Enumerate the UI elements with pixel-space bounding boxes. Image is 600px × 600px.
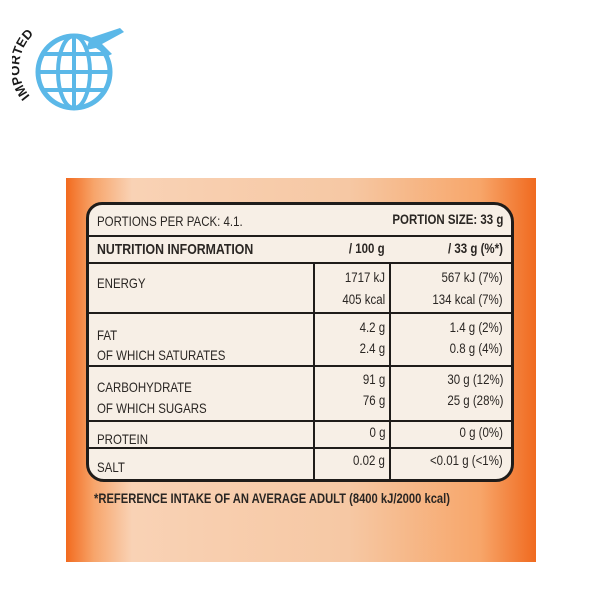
divider bbox=[89, 312, 511, 314]
col-per-portion: / 33 g (%*) bbox=[448, 240, 503, 256]
portion-size: PORTION SIZE: 33 g bbox=[392, 211, 503, 227]
imported-badge: IMPORTED bbox=[7, 14, 132, 124]
divider bbox=[89, 262, 511, 264]
divider bbox=[313, 262, 315, 479]
divider bbox=[89, 365, 511, 367]
divider bbox=[389, 262, 391, 479]
svg-text:IMPORTED: IMPORTED bbox=[12, 26, 36, 104]
nutrition-table: PORTIONS PER PACK: 4.1. PORTION SIZE: 33… bbox=[86, 202, 514, 482]
divider bbox=[89, 420, 511, 422]
col-per-100g: / 100 g bbox=[349, 240, 385, 256]
table-title: NUTRITION INFORMATION bbox=[97, 241, 254, 258]
footnote: *REFERENCE INTAKE OF AN AVERAGE ADULT (8… bbox=[94, 490, 450, 506]
divider bbox=[89, 235, 511, 237]
divider bbox=[89, 447, 511, 449]
globe-airplane-icon: IMPORTED bbox=[7, 26, 124, 111]
portions-per-pack: PORTIONS PER PACK: 4.1. bbox=[97, 213, 243, 229]
badge-text: IMPORTED bbox=[7, 26, 36, 104]
